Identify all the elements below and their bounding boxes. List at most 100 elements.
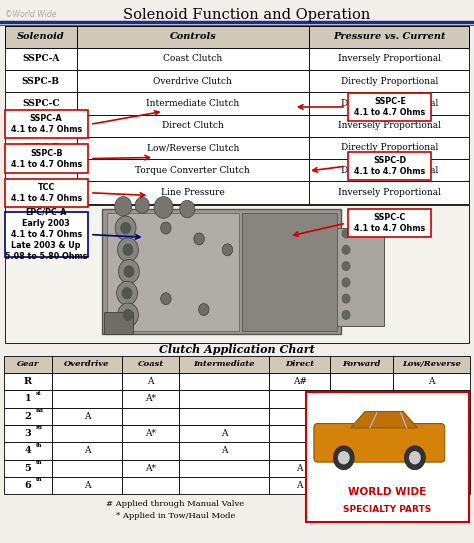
Text: A: A xyxy=(428,377,435,386)
Bar xyxy=(4,408,52,425)
Text: A: A xyxy=(296,464,303,472)
Text: Intermediate: Intermediate xyxy=(193,361,255,368)
Text: A*: A* xyxy=(145,464,156,472)
Text: Solenoid Function and Operation: Solenoid Function and Operation xyxy=(123,8,370,22)
Text: Controls: Controls xyxy=(170,32,216,41)
Bar xyxy=(309,92,469,115)
Polygon shape xyxy=(351,412,417,428)
Text: Solenoid: Solenoid xyxy=(17,32,64,41)
Bar xyxy=(52,442,122,459)
Bar xyxy=(52,408,122,425)
Text: TCC
4.1 to 4.7 Ohms: TCC 4.1 to 4.7 Ohms xyxy=(10,182,82,203)
Bar xyxy=(77,92,309,115)
Text: A: A xyxy=(221,429,228,438)
Bar xyxy=(77,181,309,204)
Bar xyxy=(269,425,330,442)
Bar xyxy=(52,459,122,477)
Bar xyxy=(4,373,52,390)
Text: Pressure vs. Current: Pressure vs. Current xyxy=(333,32,446,41)
Text: A: A xyxy=(358,481,365,490)
Text: 4: 4 xyxy=(25,446,31,456)
Circle shape xyxy=(342,311,350,319)
Bar xyxy=(5,159,77,181)
Text: SSPC-E: SSPC-E xyxy=(22,143,59,153)
Bar xyxy=(122,373,179,390)
Text: Direct: Direct xyxy=(285,361,314,368)
Text: Coast: Coast xyxy=(137,361,164,368)
Text: TCC: TCC xyxy=(30,166,51,175)
Bar xyxy=(104,312,133,334)
Bar xyxy=(4,442,52,459)
Circle shape xyxy=(117,281,137,305)
Text: Overdrive: Overdrive xyxy=(64,361,110,368)
Text: 1: 1 xyxy=(25,394,31,403)
Text: th: th xyxy=(36,477,42,482)
Text: Coast Clutch: Coast Clutch xyxy=(163,54,222,64)
Text: A*: A* xyxy=(145,394,156,403)
Bar xyxy=(122,390,179,408)
Text: * Applied in Tow/Haul Mode: * Applied in Tow/Haul Mode xyxy=(116,512,235,520)
Bar xyxy=(269,477,330,494)
Text: A#: A# xyxy=(292,377,307,386)
Bar xyxy=(122,442,179,459)
Text: Overdrive Clutch: Overdrive Clutch xyxy=(154,77,232,86)
Bar xyxy=(77,115,309,137)
Bar xyxy=(269,356,330,373)
Bar xyxy=(5,179,88,207)
Bar xyxy=(179,356,269,373)
Text: Directly Proportional: Directly Proportional xyxy=(340,99,438,108)
Circle shape xyxy=(410,452,420,464)
Bar xyxy=(5,70,77,92)
Bar xyxy=(179,373,269,390)
FancyBboxPatch shape xyxy=(314,424,445,462)
Bar xyxy=(4,390,52,408)
Text: Line Pressure: Line Pressure xyxy=(161,188,225,197)
Text: A: A xyxy=(358,429,365,438)
Text: 6: 6 xyxy=(25,481,31,490)
Bar xyxy=(348,93,431,121)
Bar xyxy=(77,70,309,92)
Bar xyxy=(102,209,341,334)
Text: rd: rd xyxy=(36,425,42,430)
Circle shape xyxy=(194,233,204,245)
Text: A*: A* xyxy=(426,394,437,403)
Circle shape xyxy=(342,262,350,270)
Circle shape xyxy=(135,197,149,213)
Circle shape xyxy=(404,446,425,470)
Bar xyxy=(122,459,179,477)
Bar xyxy=(52,390,122,408)
Text: SSPC-D
4.1 to 4.7 Ohms: SSPC-D 4.1 to 4.7 Ohms xyxy=(354,156,426,176)
Text: A: A xyxy=(358,464,365,472)
Text: 3: 3 xyxy=(25,429,31,438)
Text: 2: 2 xyxy=(25,412,31,421)
Bar xyxy=(309,26,469,48)
Text: SSPC-D: SSPC-D xyxy=(22,121,60,130)
Text: EPC/PC-A: EPC/PC-A xyxy=(17,188,65,197)
Text: A: A xyxy=(84,446,91,456)
Bar xyxy=(393,390,470,408)
Bar xyxy=(269,459,330,477)
Text: SSPC-B
4.1 to 4.7 Ohms: SSPC-B 4.1 to 4.7 Ohms xyxy=(10,148,82,169)
Text: Directly Proportional: Directly Proportional xyxy=(340,166,438,175)
Text: ©World Wide: ©World Wide xyxy=(5,10,56,19)
Circle shape xyxy=(124,266,134,277)
Text: Intermediate Clutch: Intermediate Clutch xyxy=(146,99,239,108)
Text: # Applied through Manual Valve: # Applied through Manual Valve xyxy=(106,500,245,508)
Circle shape xyxy=(333,446,354,470)
Bar xyxy=(5,92,77,115)
Text: A: A xyxy=(358,412,365,421)
Circle shape xyxy=(121,223,130,233)
Text: Inversely Proportional: Inversely Proportional xyxy=(337,121,440,130)
Text: A: A xyxy=(221,446,228,456)
Text: Inversely Proportional: Inversely Proportional xyxy=(337,188,440,197)
Bar xyxy=(393,442,470,459)
Bar xyxy=(5,110,88,138)
Circle shape xyxy=(342,294,350,303)
Text: SSPC-A: SSPC-A xyxy=(22,54,59,64)
Bar xyxy=(5,26,77,48)
Bar xyxy=(309,159,469,181)
Text: Torque Converter Clutch: Torque Converter Clutch xyxy=(136,166,250,175)
Circle shape xyxy=(161,222,171,234)
Bar xyxy=(309,181,469,204)
Circle shape xyxy=(154,197,173,218)
